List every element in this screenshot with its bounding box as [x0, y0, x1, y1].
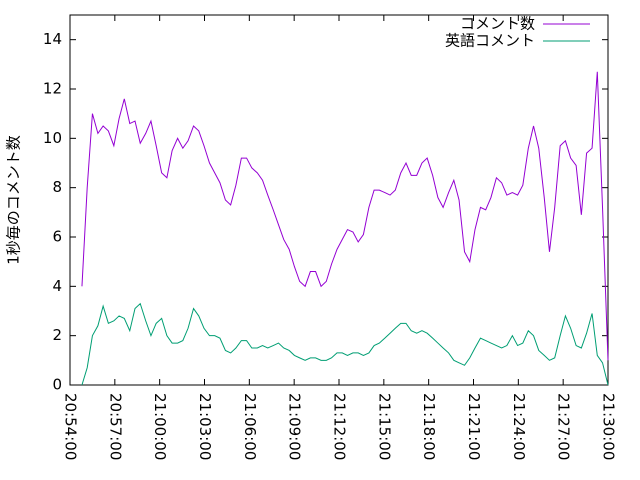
x-tick-label: 21:27:00: [555, 393, 573, 460]
x-tick-label: 20:54:00: [62, 393, 80, 460]
y-tick-label: 0: [52, 376, 62, 394]
y-tick-label: 10: [43, 129, 62, 147]
x-tick-label: 21:00:00: [151, 393, 169, 460]
x-tick-label: 21:09:00: [286, 393, 304, 460]
legend-label: 英語コメント: [445, 32, 535, 50]
y-tick-label: 4: [52, 277, 62, 295]
x-tick-label: 21:06:00: [241, 393, 259, 460]
legend-label: コメント数: [460, 15, 535, 33]
x-tick-label: 21:12:00: [331, 393, 349, 460]
y-axis-label: 1秒毎のコメント数: [5, 135, 23, 265]
x-tick-label: 21:15:00: [375, 393, 393, 460]
series-line: [81, 302, 609, 386]
x-tick-label: 21:30:00: [600, 393, 618, 460]
x-tick-label: 20:57:00: [106, 393, 124, 460]
y-tick-label: 8: [52, 178, 62, 196]
y-tick-label: 14: [43, 30, 62, 48]
plot-frame: [69, 14, 609, 386]
y-tick-label: 6: [52, 228, 62, 246]
x-tick-label: 21:24:00: [510, 393, 528, 460]
x-tick-label: 21:03:00: [196, 393, 214, 460]
y-tick-label: 12: [43, 80, 62, 98]
x-tick-label: 21:18:00: [420, 393, 438, 460]
x-tick-label: 21:21:00: [465, 393, 483, 460]
series-line: [81, 71, 609, 361]
y-tick-label: 2: [52, 326, 62, 344]
